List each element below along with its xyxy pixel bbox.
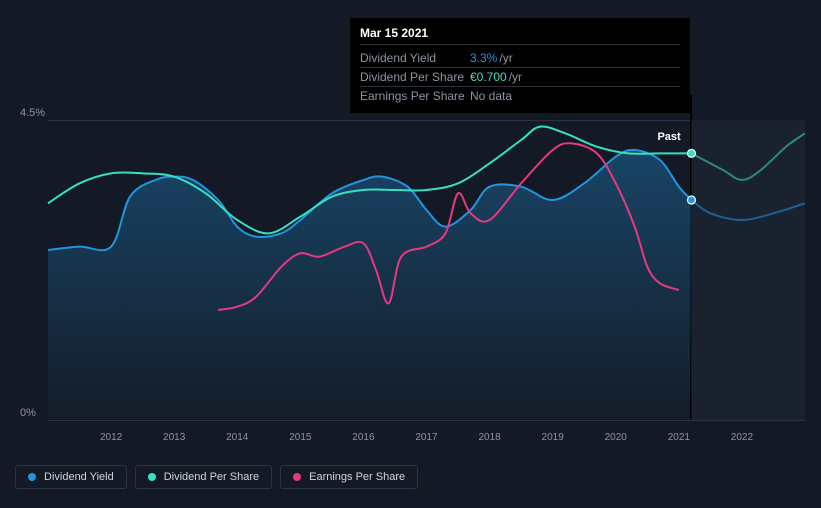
- x-axis-label: 2018: [478, 432, 500, 443]
- legend-label: Earnings Per Share: [309, 471, 405, 483]
- legend-label: Dividend Yield: [44, 471, 114, 483]
- forecast-region: [691, 120, 805, 420]
- legend-item-dividend_yield[interactable]: Dividend Yield: [15, 465, 127, 489]
- tooltip-date: Mar 15 2021: [360, 26, 680, 45]
- chart-tooltip: Mar 15 2021 Dividend Yield3.3%/yrDividen…: [350, 18, 690, 113]
- x-axis-label: 2022: [731, 432, 753, 443]
- tooltip-row: Dividend Yield3.3%/yr: [360, 49, 680, 67]
- x-axis-label: 2016: [352, 432, 374, 443]
- chart-plot: [48, 120, 805, 420]
- x-axis-label: 2017: [415, 432, 437, 443]
- x-axis-label: 2020: [605, 432, 627, 443]
- legend-label: Dividend Per Share: [164, 471, 259, 483]
- tooltip-row-value: No data: [470, 89, 512, 103]
- legend-item-dividend_per_share[interactable]: Dividend Per Share: [135, 465, 272, 489]
- x-axis-label: 2021: [668, 432, 690, 443]
- legend-dot-icon: [148, 473, 156, 481]
- legend-item-earnings_per_share[interactable]: Earnings Per Share: [280, 465, 418, 489]
- tooltip-row-label: Dividend Yield: [360, 51, 470, 65]
- x-axis-label: 2012: [100, 432, 122, 443]
- tooltip-row: Earnings Per ShareNo data: [360, 86, 680, 105]
- tooltip-row-value: €0.700: [470, 70, 507, 84]
- tooltip-row-suffix: /yr: [509, 70, 522, 84]
- tooltip-row-label: Dividend Per Share: [360, 70, 470, 84]
- x-axis: 2012 2013 2014 2015 2016 2017 2018 2019 2020 2021…: [48, 432, 805, 447]
- x-axis-label: 2019: [542, 432, 564, 443]
- tooltip-row-value: 3.3%: [470, 51, 497, 65]
- x-axis-label: 2014: [226, 432, 248, 443]
- x-axis-label: 2013: [163, 432, 185, 443]
- tooltip-row-suffix: /yr: [499, 51, 512, 65]
- y-axis-max-label: 4.5%: [20, 107, 45, 119]
- tooltip-row: Dividend Per Share€0.700/yr: [360, 67, 680, 86]
- dividend_per_share-marker-dot: [687, 149, 695, 157]
- legend-dot-icon: [293, 473, 301, 481]
- grid-line: [48, 420, 805, 421]
- legend-dot-icon: [28, 473, 36, 481]
- chart-legend: Dividend Yield Dividend Per Share Earnings…: [15, 465, 418, 489]
- dividend_yield-marker-dot: [687, 196, 695, 204]
- y-axis-min-label: 0%: [20, 407, 36, 419]
- tooltip-row-label: Earnings Per Share: [360, 89, 470, 103]
- x-axis-label: 2015: [289, 432, 311, 443]
